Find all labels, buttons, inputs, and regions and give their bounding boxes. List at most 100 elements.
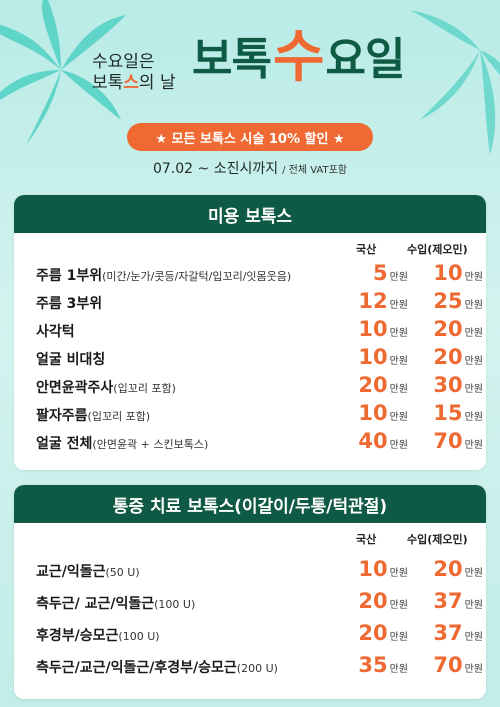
price-value: 10 bbox=[358, 400, 388, 425]
price-unit: 만원 bbox=[389, 327, 408, 339]
price-imported: 20 만원 bbox=[411, 345, 483, 374]
treatment-label: 얼굴 비대칭 bbox=[36, 352, 106, 368]
price-imported: 30 만원 bbox=[411, 373, 483, 402]
hero-subtitle-accent: 스 bbox=[123, 73, 139, 93]
price-domestic: 35 만원 bbox=[336, 653, 408, 682]
treatment-label: 주름 3부위 bbox=[36, 296, 103, 312]
price-value: 10 bbox=[433, 260, 463, 285]
hero-subtitle-line2: 보톡스의 날 bbox=[92, 73, 184, 94]
treatment-label: 측두근/교근/익돌근/후경부/승모근 bbox=[36, 660, 237, 676]
price-card-cosmetic: 미용 보톡스 국산 수입(제오민) 주름 1부위(미간/눈가/콧등/자갈턱/입꼬… bbox=[14, 195, 486, 470]
price-row: 얼굴 비대칭 10 만원 20 만원 bbox=[36, 345, 483, 374]
price-imported: 25 만원 bbox=[411, 289, 483, 318]
hero-title-accent: 수 bbox=[272, 25, 325, 90]
price-imported: 37 만원 bbox=[411, 589, 483, 618]
hero-title: 보톡 수 요일 bbox=[192, 25, 406, 90]
treatment-name: 주름 1부위(미간/눈가/콧등/자갈턱/입꼬리/잇몸웃음) bbox=[36, 265, 291, 285]
price-unit: 만원 bbox=[389, 567, 408, 579]
price-imported: 15 만원 bbox=[411, 401, 483, 430]
price-domestic: 40 만원 bbox=[336, 429, 408, 458]
column-header-domestic: 국산 bbox=[356, 533, 377, 546]
hero-subtitle: 수요일은 보톡스의 날 bbox=[92, 52, 184, 94]
price-value: 20 bbox=[358, 620, 388, 645]
treatment-name: 측두근/교근/익돌근/후경부/승모근(200 U) bbox=[36, 657, 278, 677]
treatment-label: 얼굴 전체 bbox=[36, 436, 93, 452]
price-domestic: 12 만원 bbox=[336, 289, 408, 318]
price-list: 주름 1부위(미간/눈가/콧등/자갈턱/입꼬리/잇몸웃음) 5 만원 10 만원 주름 3… bbox=[36, 260, 483, 458]
treatment-label: 안면윤곽주사 bbox=[36, 380, 114, 396]
treatment-name: 얼굴 전체(안면윤곽 + 스킨보톡스) bbox=[36, 433, 208, 453]
treatment-label: 후경부/승모근 bbox=[36, 628, 119, 644]
treatment-name: 측두근/ 교근/익돌근(100 U) bbox=[36, 593, 195, 613]
price-unit: 만원 bbox=[464, 631, 483, 643]
price-value: 37 bbox=[433, 620, 463, 645]
price-unit: 만원 bbox=[464, 567, 483, 579]
price-value: 20 bbox=[433, 556, 463, 581]
section-title: 미용 보톡스 bbox=[14, 195, 486, 233]
price-unit: 만원 bbox=[464, 327, 483, 339]
price-unit: 만원 bbox=[389, 383, 408, 395]
price-unit: 만원 bbox=[464, 439, 483, 451]
treatment-name: 팔자주름(입꼬리 포함) bbox=[36, 405, 150, 425]
treatment-label: 사각턱 bbox=[36, 324, 75, 340]
column-header-domestic: 국산 bbox=[356, 243, 377, 256]
treatment-note: (입꼬리 포함) bbox=[87, 410, 151, 423]
price-list: 교근/익돌근(50 U) 10 만원 20 만원 측두근/ 교근/익돌근(100 U) 20… bbox=[36, 555, 483, 683]
treatment-note: (안면윤곽 + 스킨보톡스) bbox=[92, 438, 209, 451]
hero-subtitle-text: 보톡 bbox=[92, 73, 124, 93]
price-row: 주름 3부위 12 만원 25 만원 bbox=[36, 289, 483, 318]
treatment-note: (50 U) bbox=[105, 566, 140, 579]
treatment-label: 팔자주름 bbox=[36, 408, 88, 424]
promo-period-dates: 07.02 ~ 소진시까지 bbox=[152, 161, 279, 177]
hero-title-text: 요일 bbox=[325, 34, 406, 85]
price-value: 10 bbox=[358, 556, 388, 581]
treatment-label: 교근/익돌근 bbox=[36, 564, 106, 580]
price-unit: 만원 bbox=[389, 411, 408, 423]
hero-subtitle-text: 의 날 bbox=[138, 73, 176, 93]
treatment-name: 얼굴 비대칭 bbox=[36, 349, 105, 369]
price-value: 10 bbox=[358, 316, 388, 341]
treatment-note: (입꼬리 포함) bbox=[113, 382, 176, 395]
discount-badge: ★ 모든 보톡스 시술 10% 할인 ★ bbox=[127, 123, 373, 151]
price-unit: 만원 bbox=[464, 383, 483, 395]
price-value: 20 bbox=[433, 316, 463, 341]
price-unit: 만원 bbox=[389, 439, 408, 451]
price-row: 후경부/승모근(100 U) 20 만원 37 만원 bbox=[36, 619, 483, 651]
price-row: 얼굴 전체(안면윤곽 + 스킨보톡스) 40 만원 70 만원 bbox=[36, 429, 483, 458]
price-row: 팔자주름(입꼬리 포함) 10 만원 15 만원 bbox=[36, 400, 483, 429]
price-unit: 만원 bbox=[464, 411, 483, 423]
price-value: 70 bbox=[433, 652, 463, 677]
treatment-name: 교근/익돌근(50 U) bbox=[36, 561, 140, 581]
price-unit: 만원 bbox=[464, 663, 483, 675]
price-unit: 만원 bbox=[464, 355, 483, 367]
treatment-note: (100 U) bbox=[118, 630, 160, 643]
price-value: 5 bbox=[372, 260, 388, 285]
price-value: 20 bbox=[358, 372, 388, 397]
price-imported: 10 만원 bbox=[411, 261, 483, 290]
palm-leaf-icon bbox=[0, 0, 126, 145]
price-domestic: 20 만원 bbox=[336, 621, 408, 650]
price-value: 15 bbox=[433, 400, 463, 425]
price-row: 측두근/ 교근/익돌근(100 U) 20 만원 37 만원 bbox=[36, 587, 483, 619]
treatment-note: (200 U) bbox=[236, 662, 278, 675]
vat-note: / 전체 VAT포함 bbox=[282, 165, 348, 176]
treatment-name: 안면윤곽주사(입꼬리 포함) bbox=[36, 377, 176, 397]
price-row: 사각턱 10 만원 20 만원 bbox=[36, 316, 483, 346]
price-row: 교근/익돌근(50 U) 10 만원 20 만원 bbox=[36, 555, 483, 587]
price-row: 주름 1부위(미간/눈가/콧등/자갈턱/입꼬리/잇몸웃음) 5 만원 10 만원 bbox=[36, 260, 483, 289]
price-value: 30 bbox=[433, 372, 463, 397]
price-unit: 만원 bbox=[389, 663, 408, 675]
price-domestic: 20 만원 bbox=[336, 373, 408, 402]
price-domestic: 10 만원 bbox=[336, 345, 408, 374]
price-card-therapeutic: 통증 치료 보톡스(이갈이/두통/턱관절) 국산 수입(제오민) 교근/익돌근(… bbox=[14, 485, 486, 699]
hero-title-text: 보톡 bbox=[192, 34, 272, 85]
price-domestic: 10 만원 bbox=[336, 317, 408, 346]
price-value: 37 bbox=[433, 588, 463, 613]
price-value: 20 bbox=[433, 344, 463, 369]
column-header-imported: 수입(제오민) bbox=[407, 533, 468, 546]
price-row: 측두근/교근/익돌근/후경부/승모근(200 U) 35 만원 70 만원 bbox=[36, 651, 483, 683]
treatment-label: 측두근/ 교근/익돌근 bbox=[36, 596, 155, 612]
treatment-name: 주름 3부위 bbox=[36, 293, 102, 313]
price-unit: 만원 bbox=[464, 271, 483, 283]
price-imported: 70 만원 bbox=[411, 429, 483, 458]
